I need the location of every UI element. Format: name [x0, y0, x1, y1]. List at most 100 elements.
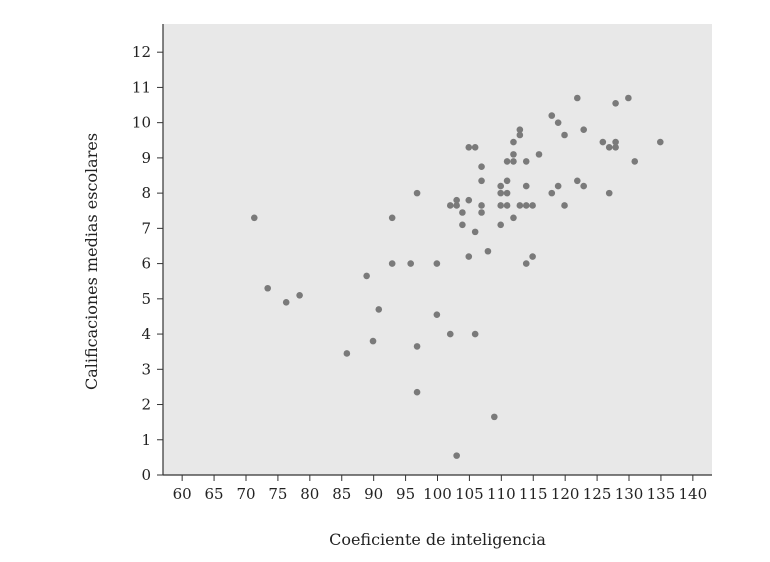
data-point	[522, 182, 530, 190]
data-point	[478, 202, 485, 209]
data-point	[446, 202, 454, 209]
data-point	[375, 306, 383, 313]
data-point	[343, 350, 351, 357]
data-point	[548, 189, 556, 197]
data-point	[522, 202, 530, 209]
x-tick-label: 135	[647, 485, 676, 503]
y-tick-label: 0	[141, 466, 151, 484]
data-point	[656, 138, 664, 146]
data-point	[561, 131, 568, 139]
x-tick-label: 95	[396, 485, 415, 503]
data-point	[510, 158, 517, 165]
data-point	[453, 196, 460, 204]
data-point	[516, 126, 524, 134]
data-point	[497, 182, 504, 190]
data-point	[529, 253, 536, 260]
data-point	[574, 94, 581, 102]
data-point	[264, 284, 271, 292]
data-point	[484, 247, 492, 255]
data-points	[250, 94, 664, 459]
data-point	[453, 452, 460, 459]
x-tick-label: 140	[679, 485, 708, 503]
data-point	[503, 177, 511, 185]
data-point	[478, 177, 485, 185]
y-tick-label: 9	[141, 149, 151, 167]
data-point	[413, 343, 421, 350]
data-point	[497, 189, 504, 197]
data-point	[548, 112, 556, 119]
y-tick-label: 8	[141, 184, 151, 202]
data-point	[612, 138, 619, 146]
y-tick-label: 7	[141, 219, 151, 237]
x-tick-label: 90	[364, 485, 383, 503]
data-point	[388, 260, 396, 267]
x-tick-label: 70	[236, 485, 255, 503]
data-point	[433, 260, 441, 267]
x-tick-label: 75	[268, 485, 287, 503]
data-point	[465, 144, 473, 151]
data-point	[250, 214, 258, 222]
data-point	[465, 196, 473, 204]
x-tick-label: 100	[423, 485, 452, 503]
data-point	[599, 138, 607, 146]
data-point	[465, 253, 473, 260]
y-axis-title: Calificaciones medias escolares	[82, 133, 101, 390]
y-tick-label: 2	[141, 396, 151, 414]
x-axis-ticks: 60 65 70 75 80 85 90 95 100 105 110 115 120 125 130 135…	[173, 475, 708, 503]
x-tick-label: 105	[455, 485, 484, 503]
x-tick-label: 130	[615, 485, 644, 503]
data-point	[605, 144, 613, 151]
data-point	[529, 202, 536, 209]
data-point	[510, 151, 517, 158]
data-point	[363, 272, 370, 280]
data-point	[491, 413, 498, 421]
x-tick-label: 125	[583, 485, 612, 503]
data-point	[369, 337, 377, 345]
x-tick-label: 115	[519, 485, 548, 503]
data-point	[516, 131, 524, 139]
x-tick-label: 120	[551, 485, 580, 503]
data-point	[296, 292, 303, 299]
x-tick-label: 110	[487, 485, 516, 503]
data-point	[503, 202, 511, 209]
data-point	[554, 119, 562, 126]
data-point	[478, 209, 485, 216]
data-point	[510, 138, 517, 146]
data-point	[471, 330, 479, 338]
x-tick-label: 65	[205, 485, 224, 503]
y-tick-label: 6	[141, 255, 151, 273]
data-point	[612, 144, 619, 151]
y-tick-label: 10	[132, 114, 151, 132]
y-tick-label: 3	[141, 360, 151, 378]
x-tick-label: 60	[173, 485, 192, 503]
data-point	[625, 94, 632, 102]
y-tick-label: 4	[141, 325, 151, 343]
data-point	[407, 260, 414, 267]
y-tick-label: 5	[141, 290, 151, 308]
data-point	[453, 202, 460, 209]
data-point	[522, 158, 530, 165]
data-point	[631, 158, 639, 165]
data-point	[503, 189, 511, 197]
data-point	[413, 189, 421, 197]
data-point	[522, 260, 530, 267]
data-point	[282, 299, 290, 306]
y-tick-label: 12	[132, 43, 151, 61]
data-point	[478, 163, 485, 170]
data-point	[612, 99, 619, 107]
data-point	[580, 126, 587, 134]
data-point	[497, 221, 504, 229]
x-tick-label: 85	[332, 485, 351, 503]
data-point	[503, 158, 511, 165]
y-tick-label: 11	[132, 78, 151, 96]
data-point	[433, 311, 441, 318]
data-point	[413, 388, 421, 396]
data-point	[516, 202, 524, 209]
plot-area	[163, 24, 712, 475]
data-point	[561, 202, 568, 209]
data-point	[471, 228, 479, 236]
data-point	[580, 182, 587, 190]
data-point	[510, 214, 517, 222]
